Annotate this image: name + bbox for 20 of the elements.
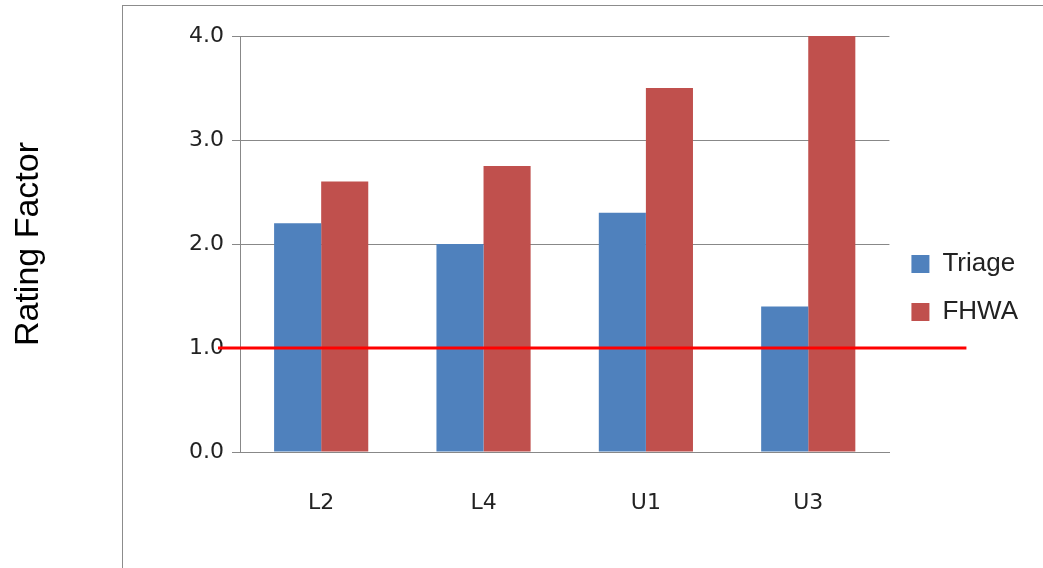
x-tick-label: U3 xyxy=(793,488,824,514)
bar xyxy=(483,166,531,452)
bar xyxy=(436,244,484,452)
x-tick-label: U1 xyxy=(630,488,661,514)
y-axis-title: Rating Factor xyxy=(6,141,45,347)
legend-label: FHWA xyxy=(942,295,1019,326)
y-tick-label: 0.0 xyxy=(189,437,224,463)
y-tick-label: 1.0 xyxy=(189,333,224,359)
x-tick-label: L4 xyxy=(470,488,497,514)
bar xyxy=(808,36,856,452)
bar xyxy=(645,88,693,452)
y-tick-label: 4.0 xyxy=(189,21,224,47)
legend-label: Triage xyxy=(942,247,1016,278)
y-tick-label: 2.0 xyxy=(189,229,224,255)
y-tick-label: 3.0 xyxy=(189,125,224,151)
bar xyxy=(761,306,809,452)
bar xyxy=(321,181,369,452)
bar xyxy=(274,223,322,452)
bar xyxy=(598,212,646,452)
x-tick-label: L2 xyxy=(308,488,335,514)
